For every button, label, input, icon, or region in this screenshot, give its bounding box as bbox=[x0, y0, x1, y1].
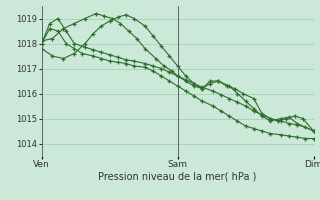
X-axis label: Pression niveau de la mer( hPa ): Pression niveau de la mer( hPa ) bbox=[99, 172, 257, 182]
